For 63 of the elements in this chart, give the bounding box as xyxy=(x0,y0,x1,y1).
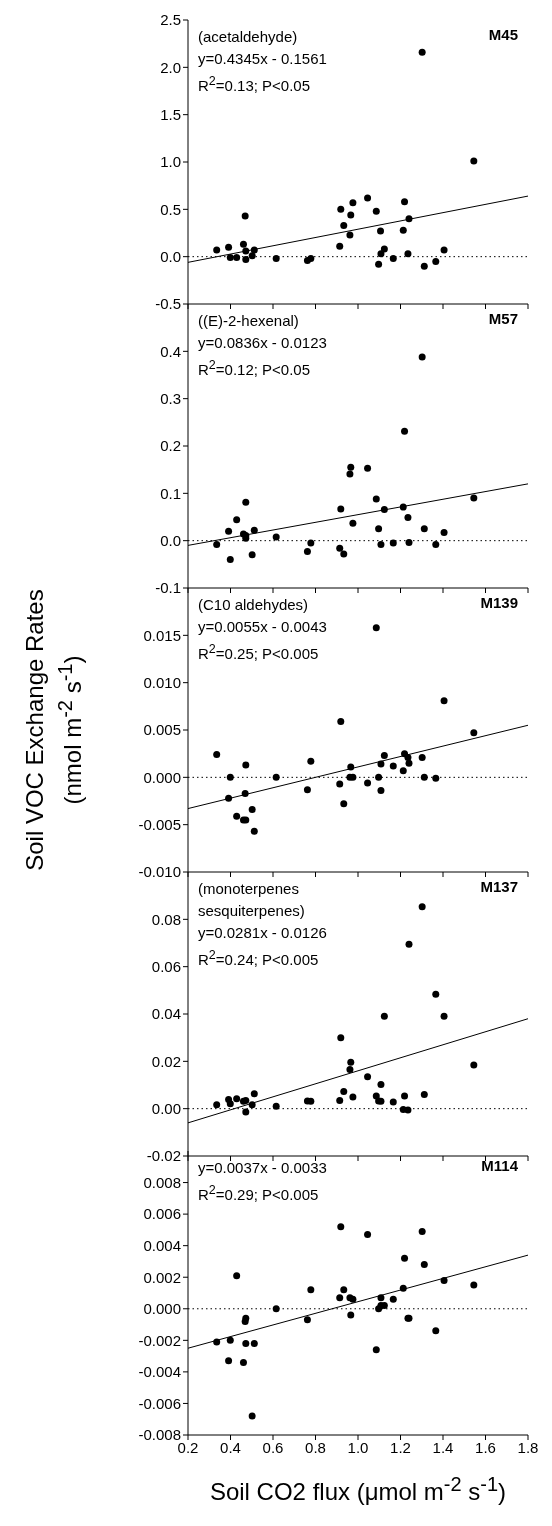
y-tick-label: 0.2 xyxy=(160,437,181,455)
y-tick-label: -0.010 xyxy=(138,863,181,881)
annotation: R$^{2}$=0.24; P<0.005 xyxy=(198,947,320,970)
x-tick-label: 1.8 xyxy=(517,1438,539,1456)
y-tick-label: 0.1 xyxy=(160,484,181,502)
chart-title: M57 xyxy=(488,310,518,327)
annotation: R$^{2}$=0.12; P<0.05 xyxy=(198,357,312,380)
y-tick-label: 0.002 xyxy=(143,1268,181,1286)
annotation: y=0.4345x - 0.1561 xyxy=(198,49,327,69)
y-tick-label: 0.015 xyxy=(143,626,181,644)
y-tick-label: 2.0 xyxy=(160,58,181,76)
y-tick-label: -0.02 xyxy=(146,1147,181,1165)
annotation: y=0.0037x - 0.0033 xyxy=(198,1158,327,1178)
annotation: (monoterpenes xyxy=(198,879,300,899)
y-tick-label: 1.0 xyxy=(160,153,181,171)
y-tick-label: -0.006 xyxy=(138,1394,181,1412)
annotation: sesquiterpenes) xyxy=(198,901,306,921)
chart-title: M114 xyxy=(481,1157,518,1174)
x-tick-label: 1.4 xyxy=(432,1438,454,1456)
y-tick-label: 0.00 xyxy=(151,1099,181,1117)
y-tick-label: 1.5 xyxy=(160,105,181,123)
y-tick-label: 0.5 xyxy=(160,200,181,218)
annotation: y=0.0055x - 0.0043 xyxy=(198,617,327,637)
y-tick-label: 0.0 xyxy=(160,247,181,265)
annotation: ((E)-2-hexenal) xyxy=(198,311,300,331)
y-tick-label: -0.005 xyxy=(138,815,181,833)
y-tick-label: 0.4 xyxy=(160,342,181,360)
y-tick-label: 0.02 xyxy=(151,1052,181,1070)
chart-title: M45 xyxy=(488,26,518,43)
x-tick-label: 0.6 xyxy=(262,1438,284,1456)
chart-title: M139 xyxy=(480,594,518,611)
y-tick-label: 0.04 xyxy=(151,1005,181,1023)
annotation: R$^{2}$=0.25; P<0.005 xyxy=(198,641,320,664)
y-tick-label: 0.004 xyxy=(143,1236,181,1254)
y-tick-label: 0.000 xyxy=(143,768,181,786)
x-tick-label: 1.0 xyxy=(347,1438,369,1456)
y-tick-label: 0.0 xyxy=(160,531,181,549)
annotation: R$^{2}$=0.29; P<0.005 xyxy=(198,1182,320,1205)
x-tick-label: 0.8 xyxy=(305,1438,326,1456)
y-tick-label: -0.008 xyxy=(138,1426,181,1444)
x-tick-label: 0.4 xyxy=(220,1438,241,1456)
y-tick-label: 0.008 xyxy=(143,1173,181,1191)
y-tick-label: -0.5 xyxy=(155,295,181,313)
annotation: (acetaldehyde) xyxy=(198,27,299,47)
chart-title: M137 xyxy=(480,878,518,895)
y-tick-label: 0.000 xyxy=(143,1300,181,1318)
annotation: y=0.0836x - 0.0123 xyxy=(198,333,327,353)
y-tick-label: 2.5 xyxy=(160,11,181,29)
annotation: y=0.0281x - 0.0126 xyxy=(198,923,327,943)
y-tick-label: -0.004 xyxy=(138,1363,181,1381)
x-axis-title: Soil CO2 flux (μmol m$^{-2}$ s$^{-1}$) xyxy=(208,1473,508,1506)
y-tick-label: 0.06 xyxy=(151,957,181,975)
y-tick-label: 0.010 xyxy=(143,673,181,691)
x-tick-label: 1.2 xyxy=(390,1438,411,1456)
y-tick-label: -0.002 xyxy=(138,1331,181,1349)
y-tick-label: 0.08 xyxy=(151,910,181,928)
y-tick-label: 0.005 xyxy=(143,721,181,739)
annotation: (C10 aldehydes) xyxy=(198,595,310,615)
y-tick-label: 0.006 xyxy=(143,1205,181,1223)
y-tick-label: 0.3 xyxy=(160,389,181,407)
y-tick-label: -0.1 xyxy=(155,579,181,597)
x-tick-label: 1.6 xyxy=(475,1438,496,1456)
annotation: R$^{2}$=0.13; P<0.05 xyxy=(198,73,312,96)
